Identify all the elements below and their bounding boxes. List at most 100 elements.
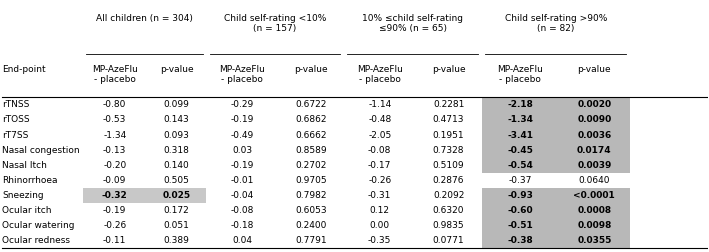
Text: 0.03: 0.03 bbox=[232, 146, 252, 155]
Text: 0.7982: 0.7982 bbox=[295, 191, 327, 200]
Text: -0.29: -0.29 bbox=[230, 100, 254, 109]
Text: -0.45: -0.45 bbox=[507, 146, 533, 155]
Text: -0.32: -0.32 bbox=[102, 191, 128, 200]
Text: rTOSS: rTOSS bbox=[2, 115, 30, 124]
Text: 0.1951: 0.1951 bbox=[432, 131, 464, 140]
Text: MP-AzeFlu
- placebo: MP-AzeFlu - placebo bbox=[91, 65, 138, 84]
Text: 0.025: 0.025 bbox=[162, 191, 191, 200]
Text: -0.18: -0.18 bbox=[230, 221, 254, 230]
Text: 0.6722: 0.6722 bbox=[295, 100, 327, 109]
Text: Rhinorrhoea: Rhinorrhoea bbox=[2, 176, 57, 185]
Text: -0.37: -0.37 bbox=[508, 176, 532, 185]
Text: -0.19: -0.19 bbox=[103, 206, 126, 215]
Text: -1.14: -1.14 bbox=[368, 100, 391, 109]
Text: MP-AzeFlu
- placebo: MP-AzeFlu - placebo bbox=[357, 65, 403, 84]
Text: -3.41: -3.41 bbox=[507, 131, 533, 140]
Bar bbox=[481, 188, 630, 203]
Text: -0.04: -0.04 bbox=[230, 191, 254, 200]
Text: 0.0640: 0.0640 bbox=[579, 176, 610, 185]
Text: 10% ≤child self-rating
≤90% (n = 65): 10% ≤child self-rating ≤90% (n = 65) bbox=[362, 14, 463, 33]
Text: -0.51: -0.51 bbox=[508, 221, 533, 230]
Text: 0.2400: 0.2400 bbox=[295, 221, 327, 230]
Text: 0.2876: 0.2876 bbox=[432, 176, 464, 185]
Text: 0.0771: 0.0771 bbox=[432, 236, 464, 245]
Bar bbox=[481, 233, 630, 248]
Text: 0.140: 0.140 bbox=[164, 161, 189, 170]
Text: 0.00: 0.00 bbox=[369, 221, 390, 230]
Text: 0.2281: 0.2281 bbox=[433, 100, 464, 109]
Text: 0.5109: 0.5109 bbox=[432, 161, 464, 170]
Bar bbox=[481, 97, 630, 112]
Text: 0.6320: 0.6320 bbox=[432, 206, 464, 215]
Text: 0.9835: 0.9835 bbox=[432, 221, 464, 230]
Text: 0.4713: 0.4713 bbox=[432, 115, 464, 124]
Bar bbox=[481, 128, 630, 143]
Text: <0.0001: <0.0001 bbox=[574, 191, 615, 200]
Text: Ocular redness: Ocular redness bbox=[2, 236, 70, 245]
Text: Nasal congestion: Nasal congestion bbox=[2, 146, 79, 155]
Text: 0.389: 0.389 bbox=[164, 236, 189, 245]
Text: -0.11: -0.11 bbox=[103, 236, 126, 245]
Text: -0.53: -0.53 bbox=[103, 115, 126, 124]
Text: 0.0008: 0.0008 bbox=[577, 206, 611, 215]
Text: 0.0098: 0.0098 bbox=[577, 221, 612, 230]
Text: 0.9705: 0.9705 bbox=[295, 176, 327, 185]
Text: 0.505: 0.505 bbox=[164, 176, 189, 185]
Text: 0.7791: 0.7791 bbox=[295, 236, 327, 245]
Text: 0.2092: 0.2092 bbox=[433, 191, 464, 200]
Text: -0.09: -0.09 bbox=[103, 176, 126, 185]
Text: -0.08: -0.08 bbox=[230, 206, 254, 215]
Text: 0.143: 0.143 bbox=[164, 115, 189, 124]
Text: p-value: p-value bbox=[160, 65, 194, 74]
Text: p-value: p-value bbox=[432, 65, 465, 74]
Text: 0.093: 0.093 bbox=[164, 131, 189, 140]
Text: 0.172: 0.172 bbox=[164, 206, 189, 215]
Text: rTNSS: rTNSS bbox=[2, 100, 30, 109]
Bar bbox=[481, 143, 630, 158]
Text: 0.099: 0.099 bbox=[164, 100, 189, 109]
Text: MP-AzeFlu
- placebo: MP-AzeFlu - placebo bbox=[497, 65, 543, 84]
Text: 0.0174: 0.0174 bbox=[577, 146, 612, 155]
Text: -0.93: -0.93 bbox=[507, 191, 533, 200]
Bar bbox=[481, 203, 630, 218]
Text: Child self-rating >90%
(n = 82): Child self-rating >90% (n = 82) bbox=[505, 14, 607, 33]
Text: -0.60: -0.60 bbox=[508, 206, 533, 215]
Text: -0.26: -0.26 bbox=[103, 221, 126, 230]
Text: -0.35: -0.35 bbox=[368, 236, 391, 245]
Text: 0.0020: 0.0020 bbox=[577, 100, 611, 109]
Text: 0.6862: 0.6862 bbox=[295, 115, 327, 124]
Text: -0.19: -0.19 bbox=[230, 161, 254, 170]
Text: 0.0355: 0.0355 bbox=[577, 236, 612, 245]
Text: -0.26: -0.26 bbox=[368, 176, 391, 185]
Text: -0.48: -0.48 bbox=[368, 115, 391, 124]
Text: Nasal Itch: Nasal Itch bbox=[2, 161, 47, 170]
Text: p-value: p-value bbox=[294, 65, 328, 74]
Text: All children (n = 304): All children (n = 304) bbox=[96, 14, 193, 23]
Text: -0.20: -0.20 bbox=[103, 161, 126, 170]
Text: 0.8589: 0.8589 bbox=[295, 146, 327, 155]
Text: Child self-rating <10%
(n = 157): Child self-rating <10% (n = 157) bbox=[224, 14, 326, 33]
Text: -0.31: -0.31 bbox=[368, 191, 391, 200]
Text: -0.80: -0.80 bbox=[103, 100, 126, 109]
Text: rT7SS: rT7SS bbox=[2, 131, 28, 140]
Text: 0.7328: 0.7328 bbox=[432, 146, 464, 155]
Text: 0.6662: 0.6662 bbox=[295, 131, 327, 140]
Text: -0.19: -0.19 bbox=[230, 115, 254, 124]
Text: -0.49: -0.49 bbox=[230, 131, 254, 140]
Text: -2.05: -2.05 bbox=[368, 131, 391, 140]
Text: -1.34: -1.34 bbox=[507, 115, 533, 124]
Text: Ocular itch: Ocular itch bbox=[2, 206, 52, 215]
Text: 0.12: 0.12 bbox=[369, 206, 390, 215]
Text: 0.051: 0.051 bbox=[164, 221, 189, 230]
Bar bbox=[83, 188, 206, 203]
Text: 0.04: 0.04 bbox=[232, 236, 252, 245]
Text: 0.2702: 0.2702 bbox=[295, 161, 327, 170]
Text: End-point: End-point bbox=[2, 65, 45, 74]
Text: 0.6053: 0.6053 bbox=[295, 206, 327, 215]
Bar bbox=[481, 158, 630, 173]
Text: 0.0090: 0.0090 bbox=[577, 115, 611, 124]
Bar bbox=[481, 112, 630, 128]
Text: 0.0039: 0.0039 bbox=[577, 161, 612, 170]
Text: -0.08: -0.08 bbox=[368, 146, 391, 155]
Text: 0.318: 0.318 bbox=[164, 146, 189, 155]
